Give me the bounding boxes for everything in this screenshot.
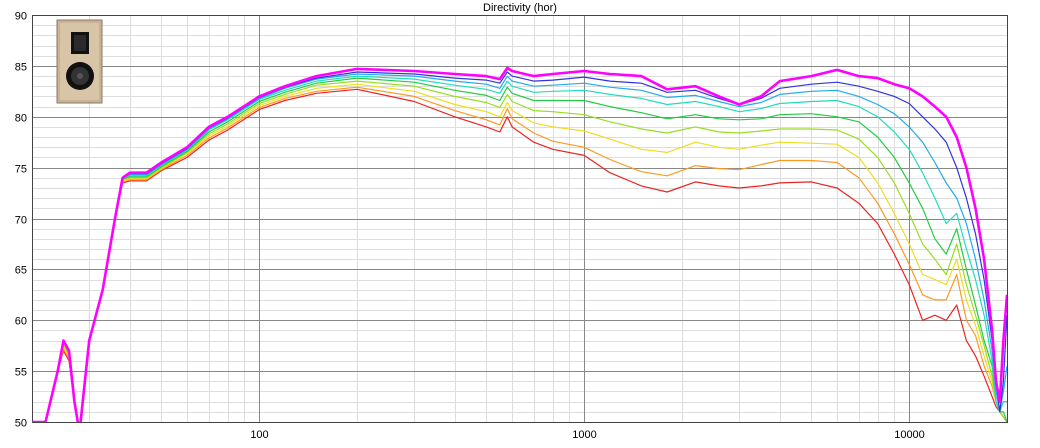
series-line-0 xyxy=(32,66,1007,422)
y-tick-label: 90 xyxy=(15,11,27,23)
y-tick-label: 85 xyxy=(15,62,27,74)
x-tick-label: 10000 xyxy=(894,429,925,441)
plot-frame xyxy=(32,15,1008,423)
chart-title: Directivity (hor) xyxy=(483,2,557,14)
woofer-dustcap xyxy=(77,73,83,79)
y-tick-label: 55 xyxy=(15,367,27,379)
y-tick-label: 60 xyxy=(15,316,27,328)
speaker-thumbnail xyxy=(56,19,103,104)
y-tick-label: 65 xyxy=(15,265,27,277)
tick-layer: 50 55 60 65 70 75 80 85 90 100 1000 10000 xyxy=(15,11,925,442)
grid-layer xyxy=(32,15,1007,422)
y-tick-label: 75 xyxy=(15,164,27,176)
x-tick-label: 100 xyxy=(250,429,268,441)
y-tick-label: 70 xyxy=(15,215,27,227)
y-tick-label: 50 xyxy=(15,418,27,430)
series-layer xyxy=(32,66,1007,422)
x-tick-label: 1000 xyxy=(572,429,596,441)
tweeter-face xyxy=(74,35,86,51)
y-tick-label: 80 xyxy=(15,113,27,125)
